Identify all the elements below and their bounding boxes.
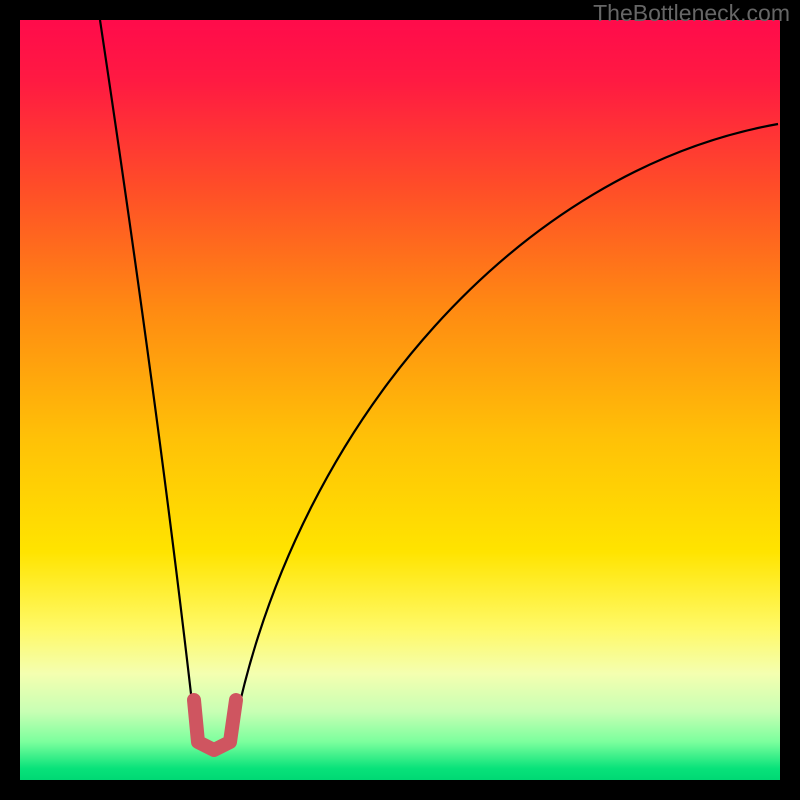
watermark-text: TheBottleneck.com — [593, 0, 790, 27]
bottleneck-chart — [0, 0, 800, 800]
plot-background-gradient — [20, 20, 780, 780]
